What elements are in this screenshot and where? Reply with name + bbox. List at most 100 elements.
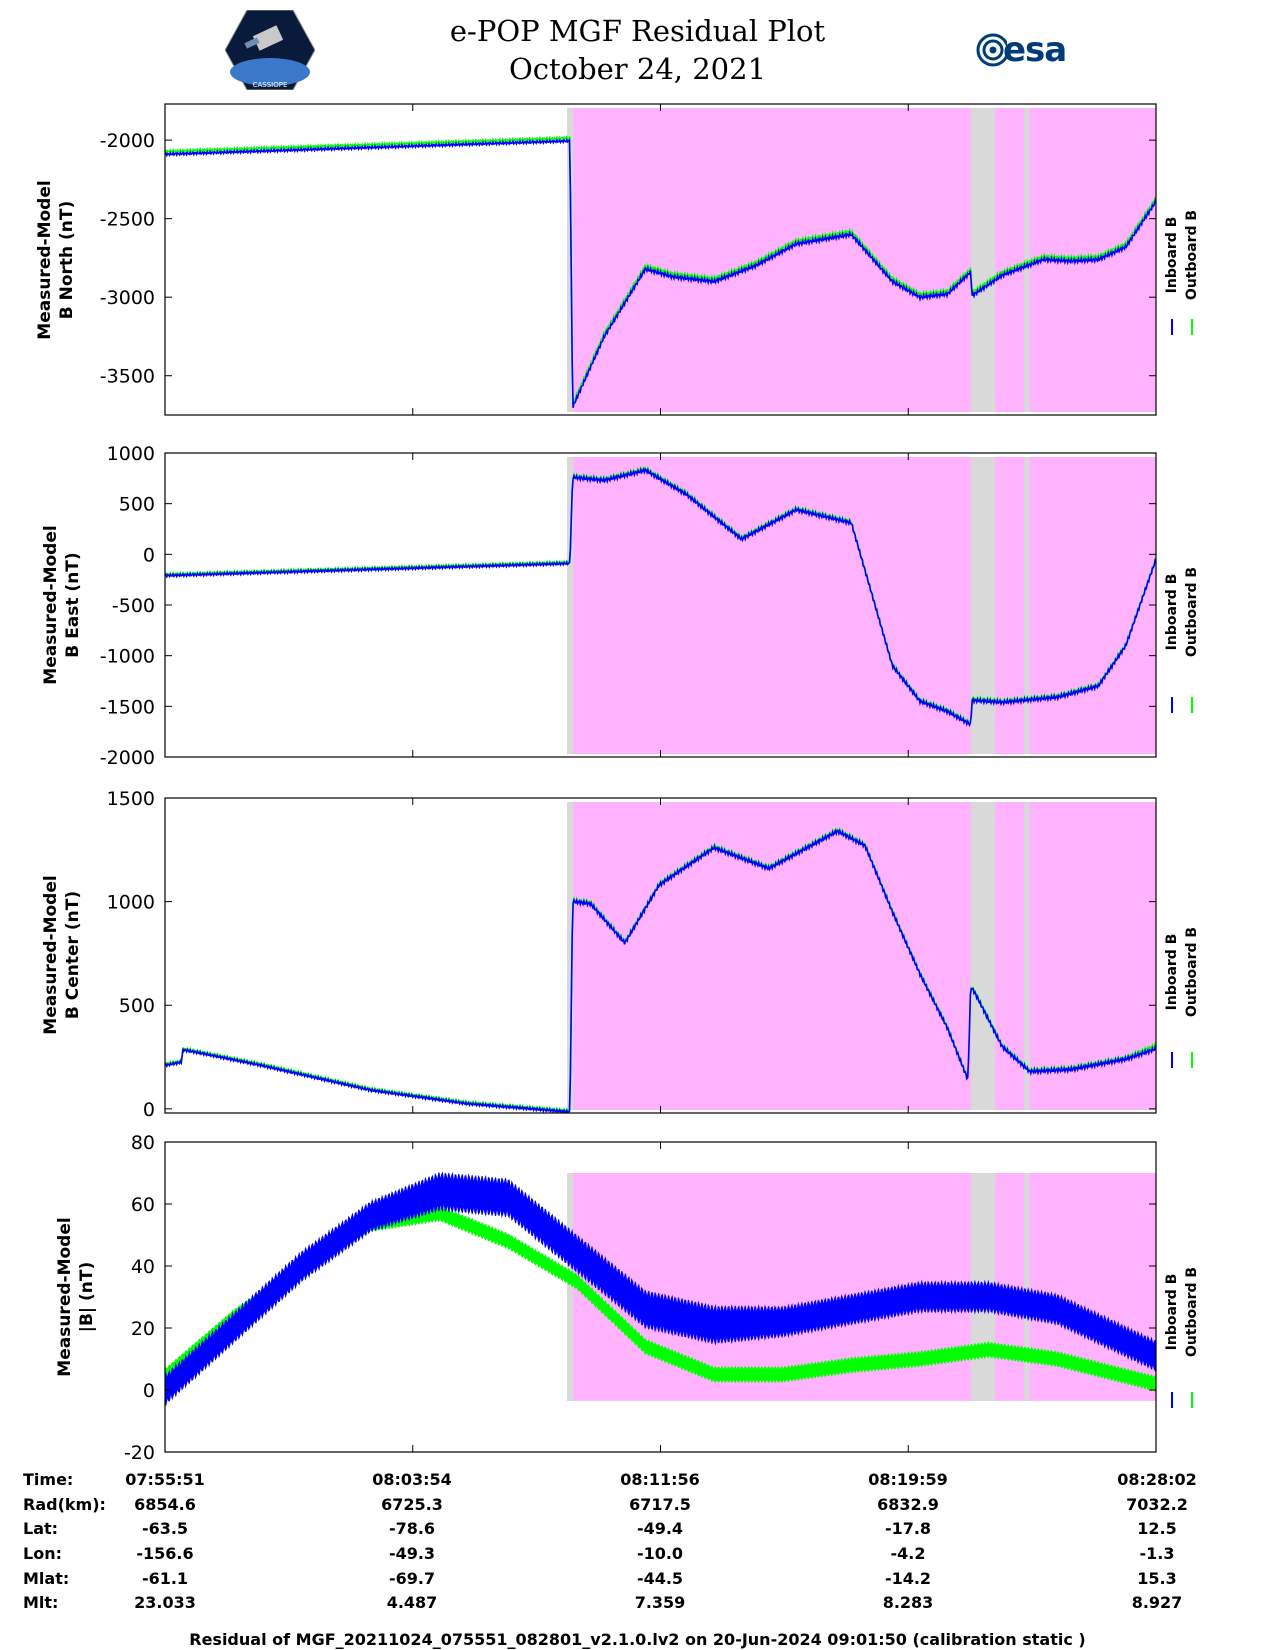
ephem-value: -49.4	[636, 1519, 684, 1538]
yticks-b-center: 1500 1000 500 0	[107, 788, 1156, 1121]
y-tick-label: 60	[131, 1194, 155, 1216]
ephem-value: -78.6	[388, 1519, 436, 1538]
ephem-value: 6854.6	[134, 1495, 196, 1514]
plot-title: e-POP MGF Residual Plot	[449, 14, 826, 48]
ylabel-b-north-line2: B North (nT)	[57, 201, 77, 320]
gap-shade-band	[1024, 1173, 1030, 1401]
series-inboard-band	[165, 1171, 1156, 1407]
ylabel-b-north-line1: Measured-Model	[35, 180, 55, 339]
y-tick-label: 1000	[107, 443, 155, 465]
svg-text:CASSIOPE: CASSIOPE	[253, 81, 288, 89]
ephem-value: 08:19:59	[868, 1470, 948, 1489]
ylabel-b-center-line2: B Center (nT)	[63, 891, 83, 1019]
ephem-label-mlt: Mlt:	[23, 1593, 59, 1612]
plot-date: October 24, 2021	[508, 52, 767, 86]
ephem-value: -44.5	[636, 1569, 684, 1588]
y-tick-label: -1500	[100, 696, 155, 718]
ephem-value: -63.5	[141, 1519, 189, 1538]
ephem-value: 6832.9	[877, 1495, 939, 1514]
esa-logo-mark-icon	[976, 33, 1007, 67]
legend-outboard-b-east: Outboard B	[1184, 567, 1200, 657]
ephem-value: 7032.2	[1126, 1495, 1188, 1514]
ylabel-b-magnitude-line2: |B| (nT)	[77, 1262, 97, 1333]
y-tick-label: -20	[124, 1442, 155, 1464]
gap-shade-band	[567, 802, 574, 1110]
y-tick-label: 80	[131, 1132, 155, 1154]
xticks-b-north	[164, 104, 1157, 415]
ylabel-b-center-line1: Measured-Model	[41, 875, 61, 1034]
series-b-east	[165, 465, 1156, 727]
panel-b-north: -2000 -2500 -3000 -3500 Measured-Model B No…	[35, 103, 1200, 416]
series-inboard-line	[165, 466, 1156, 727]
y-tick-label: 1500	[107, 788, 155, 810]
y-tick-label: 500	[119, 995, 155, 1017]
ylabel-b-east-line2: B East (nT)	[63, 552, 83, 657]
ephem-label-lon: Lon:	[23, 1544, 62, 1563]
legend-inboard-b-center: Inboard B	[1164, 934, 1180, 1011]
series-inboard-line	[165, 827, 1156, 1113]
ephem-value: 23.033	[134, 1593, 196, 1612]
shading-b-east	[567, 457, 1156, 754]
gap-shade-band	[1024, 802, 1030, 1110]
xticks-b-center	[164, 798, 1157, 1113]
gap-shade-band	[970, 108, 996, 412]
series-outboard-line	[165, 135, 1156, 406]
series-inboard-line	[165, 137, 1156, 408]
xticks-b-east	[164, 453, 1157, 757]
ephem-label-mlat: Mlat:	[23, 1569, 70, 1588]
y-tick-label: -2000	[100, 747, 155, 769]
legend-inboard-b-magnitude: Inboard B	[1164, 1274, 1180, 1351]
ylabel-b-east-line1: Measured-Model	[41, 525, 61, 684]
ephem-value: -156.6	[136, 1544, 194, 1563]
y-tick-label: -2500	[100, 209, 155, 231]
y-tick-label: -2000	[100, 130, 155, 152]
ephem-value: 15.3	[1137, 1569, 1177, 1588]
shading-b-center	[567, 802, 1156, 1110]
yticks-b-east: 1000 500 0 -500 -1000 -1500 -2000	[100, 443, 1156, 769]
legend-outboard-b-center: Outboard B	[1184, 927, 1200, 1017]
ephem-value: 6725.3	[381, 1495, 443, 1514]
panel-b-east: 1000 500 0 -500 -1000 -1500 -2000 Measured-Mod…	[41, 443, 1200, 769]
eclipse-shade-band	[567, 802, 1156, 1110]
gap-shade-band	[970, 802, 996, 1110]
y-tick-label: -1000	[100, 646, 155, 668]
cassiope-logo: CASSIOPE	[225, 10, 315, 90]
ephem-label-time: Time:	[23, 1470, 74, 1489]
series-outboard-band	[165, 1204, 1156, 1392]
panel-b-center: 1500 1000 500 0 Measured-Model B Center (nT…	[41, 788, 1200, 1121]
ephem-value: 07:55:51	[125, 1470, 205, 1489]
gap-shade-band	[567, 108, 574, 412]
y-tick-label: 1000	[107, 892, 155, 914]
series-b-north	[165, 135, 1156, 408]
ephem-value: -1.3	[1139, 1544, 1175, 1563]
ephem-value: 12.5	[1137, 1519, 1177, 1538]
legend-outboard-b-magnitude: Outboard B	[1184, 1267, 1200, 1357]
y-tick-label: -3000	[100, 287, 155, 309]
gap-shade-band	[567, 457, 574, 754]
ephem-value: 6717.5	[629, 1495, 691, 1514]
ephem-value: -61.1	[141, 1569, 189, 1588]
ephem-value: -14.2	[884, 1569, 932, 1588]
series-b-magnitude	[165, 1171, 1156, 1407]
gap-shade-band	[1024, 457, 1030, 754]
y-tick-label: 500	[119, 494, 155, 516]
ephem-value: 08:11:56	[620, 1470, 700, 1489]
xticks-b-magnitude	[164, 1142, 1157, 1452]
ylabel-b-magnitude-line1: Measured-Model	[55, 1217, 75, 1376]
ephem-value: -4.2	[890, 1544, 926, 1563]
legend-inboard-b-east: Inboard B	[1164, 574, 1180, 651]
ephem-value: 08:03:54	[372, 1470, 452, 1489]
ephem-value: -10.0	[636, 1544, 684, 1563]
series-b-center	[165, 826, 1156, 1113]
ephem-value: -49.3	[388, 1544, 436, 1563]
legend-inboard-b-north: Inboard B	[1164, 217, 1180, 294]
ephem-value: 8.927	[1131, 1593, 1183, 1612]
ephem-label-rad: Rad(km):	[23, 1495, 106, 1514]
y-tick-label: 40	[131, 1256, 155, 1278]
y-tick-label: 0	[143, 1099, 155, 1121]
ephem-value: 4.487	[386, 1593, 438, 1612]
ephem-value: -69.7	[388, 1569, 436, 1588]
yticks-b-north: -2000 -2500 -3000 -3500	[100, 130, 1156, 388]
esa-logo-text: esa	[1003, 30, 1067, 70]
ephem-value: -17.8	[884, 1519, 932, 1538]
